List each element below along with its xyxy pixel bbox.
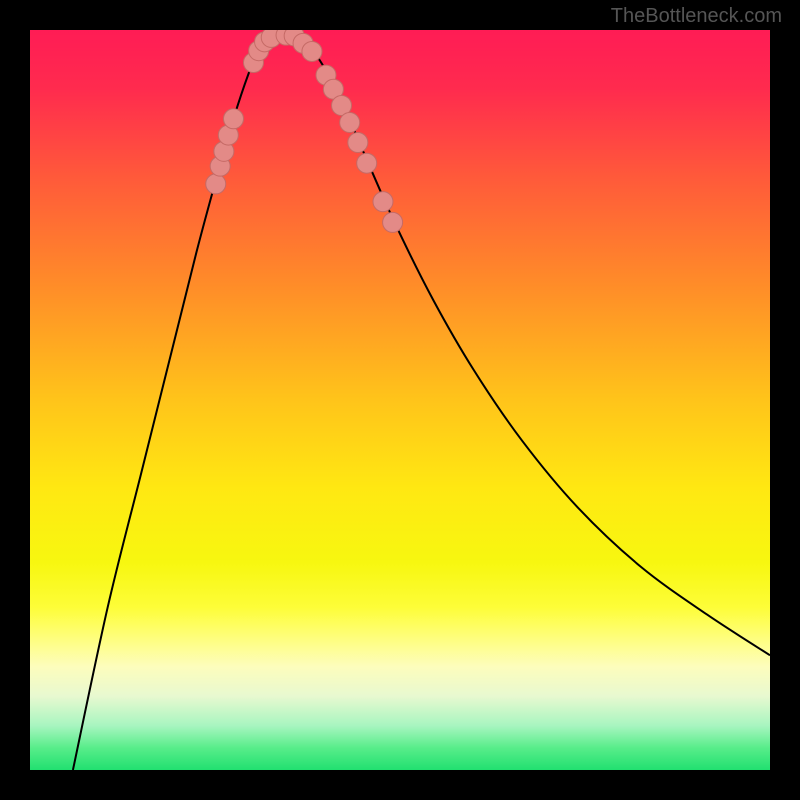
marker-point (383, 212, 403, 232)
plot-area (30, 30, 770, 770)
marker-point (357, 153, 377, 173)
marker-point (348, 132, 368, 152)
plot-svg (30, 30, 770, 770)
marker-point (206, 174, 226, 194)
chart-container: TheBottleneck.com (0, 0, 800, 800)
marker-point (224, 109, 244, 129)
bottleneck-curve (73, 34, 770, 770)
marker-point (373, 192, 393, 212)
watermark-text: TheBottleneck.com (611, 5, 782, 28)
marker-point (302, 41, 322, 61)
marker-point (340, 113, 360, 133)
